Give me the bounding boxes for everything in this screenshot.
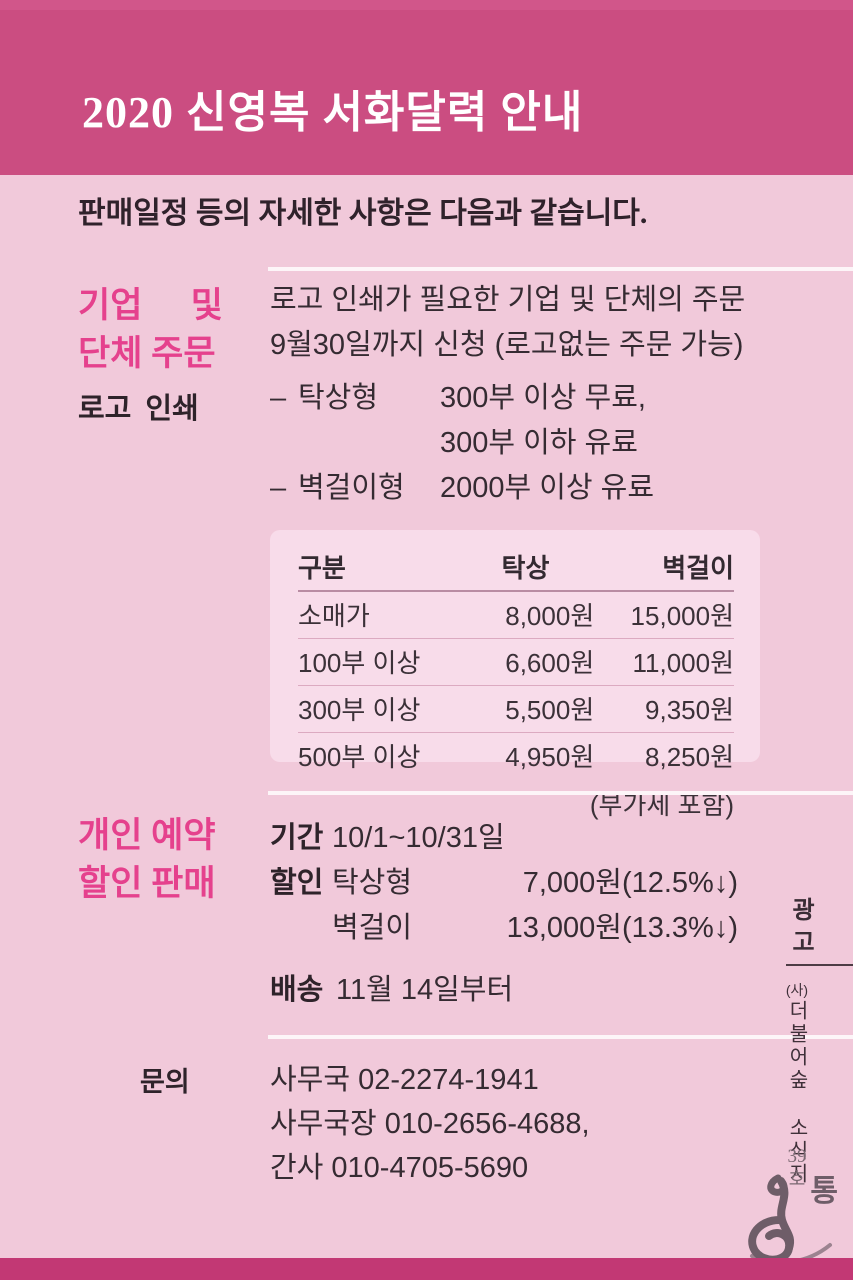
term-type: 벽걸이형: [298, 472, 405, 504]
cell-wall-price: 11,000원: [604, 638, 734, 686]
corporate-section-heading: 기업 및 단체 주문: [78, 282, 228, 378]
term-type: [298, 421, 440, 466]
sidebar-divider: [786, 964, 853, 966]
table-row: 300부 이상 5,500원 9,350원: [298, 685, 734, 733]
table-row: 500부 이상 4,950원 8,250원: [298, 733, 734, 780]
footer-band: [0, 1258, 853, 1280]
discount-type: 탁상형: [332, 867, 413, 899]
table-row: 소매가 8,000원 15,000원: [298, 591, 734, 639]
issue-number: 39: [787, 1146, 807, 1167]
personal-details: 기간 10/1~10/31일 할인 탁상형 7,000원(12.5%↓) 벽걸이…: [270, 816, 738, 951]
discount-type: 벽걸이: [332, 912, 413, 944]
sidebar-ad-label: 광고: [787, 897, 814, 961]
term-type: 탁상형: [298, 382, 379, 414]
cell-wall-price: 15,000원: [604, 591, 734, 639]
column-header-wall: 벽걸이: [604, 544, 734, 592]
cell-wall-price: 9,350원: [604, 685, 734, 733]
period-row: 기간 10/1~10/31일: [270, 816, 738, 861]
logo-print-terms-list: – 탁상형 300부 이상 무료, 300부 이하 유료 – 벽걸이형 2000…: [270, 376, 654, 511]
shipping-label: 배송: [270, 974, 324, 1006]
personal-section-heading: 개인 예약 할인 판매: [78, 812, 228, 908]
discount-label: 할인: [270, 867, 324, 899]
corporate-heading-line2: 단체 주문: [78, 334, 216, 373]
tong-calligraphy-logo-icon: 통: [738, 1168, 842, 1268]
publication-name: 더불어숲 소식지: [785, 1000, 808, 1186]
header-top-strip: [0, 0, 853, 10]
corporate-description: 로고 인쇄가 필요한 기업 및 단체의 주문 9월30일까지 신청 (로고없는 …: [270, 278, 745, 368]
inquiry-label: 문의: [140, 1067, 190, 1097]
contact-line-staff: 간사 010-4705-5690: [270, 1152, 529, 1184]
term-detail: 300부 이상 무료,: [440, 382, 646, 414]
cell-type: 100부 이상: [298, 638, 476, 686]
publication-prefix: (사): [785, 982, 809, 998]
divider-line-2: [268, 791, 853, 795]
period-label: 기간: [270, 822, 324, 854]
shipping-row: 배송 11월 14일부터: [270, 968, 513, 1013]
header-band: 2020 신영복 서화달력 안내: [0, 0, 853, 175]
divider-line-1: [268, 267, 853, 271]
corporate-heading-line1: 기업 및: [78, 282, 223, 330]
price-table: 구분 탁상 벽걸이 소매가 8,000원 15,000원 100부 이상 6,6…: [298, 544, 734, 779]
column-header-desk: 탁상: [475, 544, 605, 592]
logo-print-label: 로고 인쇄: [78, 393, 199, 425]
term-detail: 300부 이하 유료: [440, 427, 638, 459]
divider-line-3: [268, 1035, 853, 1039]
intro-text: 판매일정 등의 자세한 사항은 다음과 같습니다.: [78, 197, 648, 230]
corporate-heading-word1: 기업: [78, 286, 143, 325]
cell-desk-price: 8,000원: [475, 591, 605, 639]
cell-desk-price: 4,950원: [505, 742, 595, 772]
cell-desk-price: 6,600원: [475, 638, 605, 686]
corporate-desc-line2: 9월30일까지 신청 (로고없는 주문 가능): [270, 329, 744, 361]
cell-desk-price: 5,500원: [475, 685, 605, 733]
tong-character: 통: [810, 1175, 838, 1208]
price-table-header-row: 구분 탁상 벽걸이: [298, 544, 734, 592]
cell-wall-price: 8,250원: [645, 742, 734, 772]
issue-unit: 호: [788, 1169, 806, 1189]
vat-included-note: (부가세 포함): [589, 790, 734, 820]
cell-type: 500부 이상: [298, 742, 421, 772]
period-value: 10/1~10/31일: [332, 822, 505, 854]
cell-type: 소매가: [298, 591, 476, 639]
term-dash: [270, 421, 298, 466]
page-title: 2020 신영복 서화달력 안내: [82, 88, 584, 137]
column-header-type: 구분: [298, 544, 476, 592]
contact-lines: 사무국 02-2274-1941 사무국장 010-2656-4688, 간사 …: [270, 1058, 590, 1190]
price-panel: 구분 탁상 벽걸이 소매가 8,000원 15,000원 100부 이상 6,6…: [270, 530, 760, 820]
discount-row-desk: 할인 탁상형 7,000원(12.5%↓): [270, 861, 738, 906]
personal-heading-line1: 개인 예약: [78, 816, 216, 855]
term-detail: 2000부 이상 유료: [440, 472, 655, 504]
corporate-desc-line1: 로고 인쇄가 필요한 기업 및 단체의 주문: [270, 284, 746, 316]
sidebar-publication: (사) 더불어숲 소식지: [779, 982, 815, 1186]
contact-line-director: 사무국장 010-2656-4688,: [270, 1108, 590, 1140]
table-row: 100부 이상 6,600원 11,000원: [298, 638, 734, 686]
contact-line-office: 사무국 02-2274-1941: [270, 1064, 539, 1096]
corporate-heading-word2: 및: [190, 286, 223, 325]
discount-value: 13,000원(13.3%↓): [506, 912, 738, 944]
term-dash: –: [270, 472, 287, 504]
term-dash: –: [270, 382, 287, 414]
shipping-value: 11월 14일부터: [336, 974, 514, 1006]
discount-row-wall: 벽걸이 13,000원(13.3%↓): [332, 906, 738, 951]
personal-heading-line2: 할인 판매: [78, 864, 216, 903]
cell-type: 300부 이상: [298, 685, 476, 733]
discount-value: 7,000원(12.5%↓): [522, 867, 738, 899]
sidebar-issue: 39 호: [779, 1146, 815, 1190]
